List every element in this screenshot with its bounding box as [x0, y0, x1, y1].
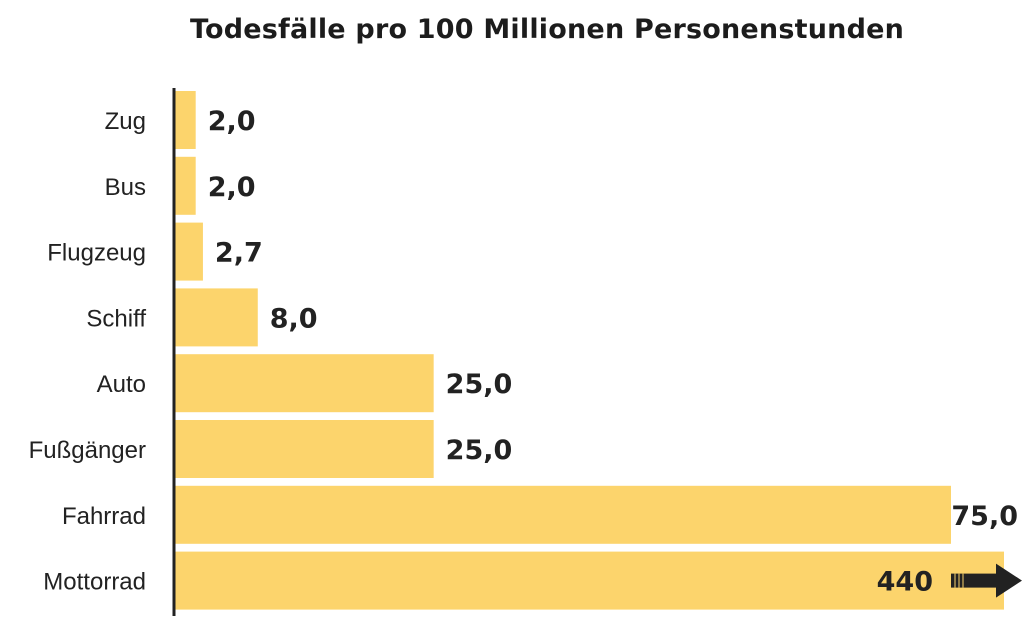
bar-fussgaenger — [175, 420, 434, 478]
category-label-fussgaenger: Fußgänger — [29, 437, 146, 464]
bar-fahrrad — [175, 485, 951, 544]
bar-zug — [175, 91, 196, 149]
value-label-auto: 25,0 — [446, 369, 513, 400]
chart-title: Todesfälle pro 100 Millionen Personenstu… — [189, 14, 905, 45]
category-label-bus: Bus — [105, 174, 146, 201]
bar-flugzeug — [175, 222, 203, 281]
category-label-auto: Auto — [97, 371, 146, 398]
arrow-right-icon — [951, 563, 1022, 598]
category-label-flugzeug: Flugzeug — [47, 240, 146, 267]
bars-layer — [175, 91, 1004, 610]
value-label-mottorrad: 440 — [877, 567, 933, 598]
bar-bus — [175, 156, 196, 215]
category-label-fahrrad: Fahrrad — [62, 503, 146, 530]
bar-auto — [175, 354, 434, 413]
value-label-schiff: 8,0 — [270, 303, 318, 334]
bar-mottorrad — [175, 551, 1004, 610]
labels-layer: Zug 2,0 Bus 2,0 Flugzeug 2,7 Schiff 8,0 Auto 25,0… — [29, 106, 1022, 598]
value-label-zug: 2,0 — [208, 106, 256, 137]
value-label-fahrrad: 75,0 — [951, 501, 1018, 532]
category-label-mottorrad: Mottorrad — [43, 569, 146, 596]
value-label-fussgaenger: 25,0 — [446, 435, 513, 466]
category-label-schiff: Schiff — [86, 305, 146, 332]
value-label-flugzeug: 2,7 — [215, 238, 263, 269]
value-label-bus: 2,0 — [208, 172, 256, 203]
bar-schiff — [175, 288, 258, 347]
category-label-zug: Zug — [105, 108, 146, 135]
